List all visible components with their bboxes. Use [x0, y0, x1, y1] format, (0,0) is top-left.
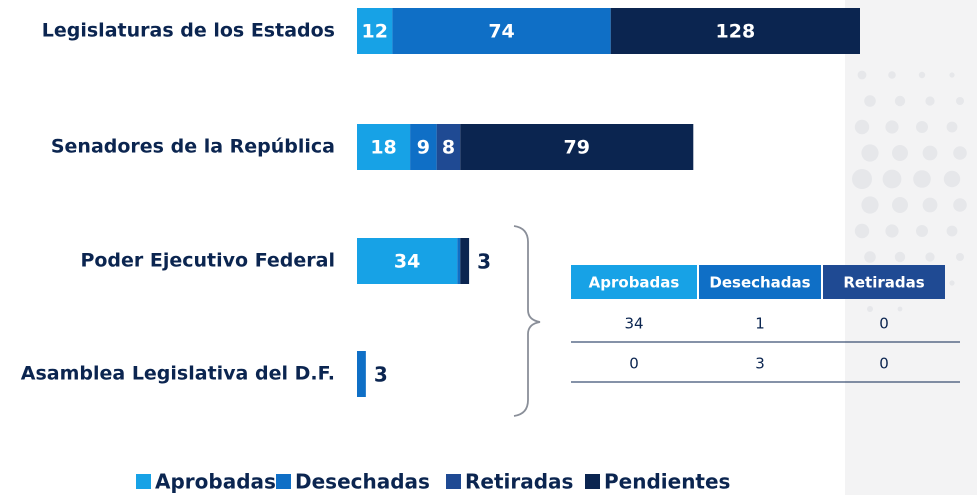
- bar-segment: [357, 351, 366, 397]
- table-header-cell: [823, 265, 945, 299]
- dot: [953, 146, 967, 160]
- dot: [864, 251, 876, 263]
- dot: [892, 145, 908, 161]
- segment-label: 8: [442, 137, 455, 159]
- legend-swatch: [446, 474, 461, 489]
- dot: [925, 252, 935, 262]
- dot: [913, 170, 931, 188]
- legend-swatch: [585, 474, 600, 489]
- table-header-cell: [571, 265, 697, 299]
- side-panel: [845, 0, 977, 495]
- dot: [949, 72, 955, 78]
- dot: [894, 95, 906, 107]
- dot: [852, 169, 872, 189]
- table-header: Aprobadas: [589, 274, 680, 292]
- category-label: Senadores de la República: [51, 136, 335, 158]
- dot: [861, 144, 879, 162]
- dot: [857, 70, 867, 80]
- dot: [946, 121, 958, 133]
- category-label: Poder Ejecutivo Federal: [80, 250, 335, 272]
- legend-label: Pendientes: [604, 470, 730, 494]
- bar-segment: [357, 238, 458, 284]
- bar-segment: [460, 124, 694, 170]
- dot: [916, 121, 928, 133]
- segment-label: 9: [417, 137, 430, 159]
- dot: [943, 170, 961, 188]
- outside-label: 3: [374, 363, 388, 387]
- dot: [897, 306, 903, 312]
- category-label: Legislaturas de los Estados: [42, 20, 335, 42]
- bar-segment: [392, 8, 611, 54]
- segment-label: 18: [370, 137, 396, 159]
- segment-label: 128: [716, 21, 756, 43]
- dot: [953, 198, 967, 212]
- dot: [867, 306, 873, 312]
- dot: [956, 253, 964, 261]
- dot: [888, 71, 896, 79]
- dot: [861, 196, 879, 214]
- table-header: Desechadas: [709, 274, 810, 292]
- decorative-dots: [852, 70, 967, 312]
- dot: [885, 120, 899, 134]
- dot: [925, 96, 935, 106]
- dot: [946, 225, 958, 237]
- bar-segment: [357, 8, 393, 54]
- legend-label: Desechadas: [295, 470, 430, 494]
- bar-segment: [457, 238, 461, 284]
- dot: [885, 224, 899, 238]
- table-header: Retiradas: [843, 274, 924, 292]
- dot: [892, 197, 908, 213]
- outside-label: 3: [477, 250, 491, 274]
- dot: [854, 223, 870, 239]
- table-cell: 0: [879, 315, 889, 333]
- dot: [854, 119, 870, 135]
- table-cell: 3: [755, 355, 765, 373]
- dot: [916, 225, 928, 237]
- bar-segment: [460, 238, 470, 284]
- segment-label: 74: [488, 21, 514, 43]
- brace: [513, 225, 541, 417]
- bar-segment: [357, 124, 411, 170]
- bar-segment: [436, 124, 461, 170]
- segment-label: 34: [394, 251, 420, 273]
- segment-label: 12: [361, 21, 387, 43]
- dot: [949, 280, 955, 286]
- bar-segment: [410, 124, 437, 170]
- dot: [894, 251, 906, 263]
- dot: [864, 95, 876, 107]
- dot: [922, 145, 938, 161]
- legend-swatch: [136, 474, 151, 489]
- table-cell: 0: [879, 355, 889, 373]
- table-cell: 1: [755, 315, 765, 333]
- dot: [918, 71, 926, 79]
- dot: [956, 97, 964, 105]
- segment-label: 79: [564, 137, 590, 159]
- table-header-cell: [699, 265, 821, 299]
- dot: [882, 169, 902, 189]
- legend-swatch: [276, 474, 291, 489]
- table-cell: 0: [629, 355, 639, 373]
- dot: [922, 197, 938, 213]
- category-label: Asamblea Legislativa del D.F.: [21, 363, 335, 385]
- bar-segment: [610, 8, 860, 54]
- legend-label: Aprobadas: [155, 470, 276, 494]
- bars: [357, 8, 860, 397]
- table-cell: 34: [624, 315, 643, 333]
- legend-label: Retiradas: [465, 470, 573, 494]
